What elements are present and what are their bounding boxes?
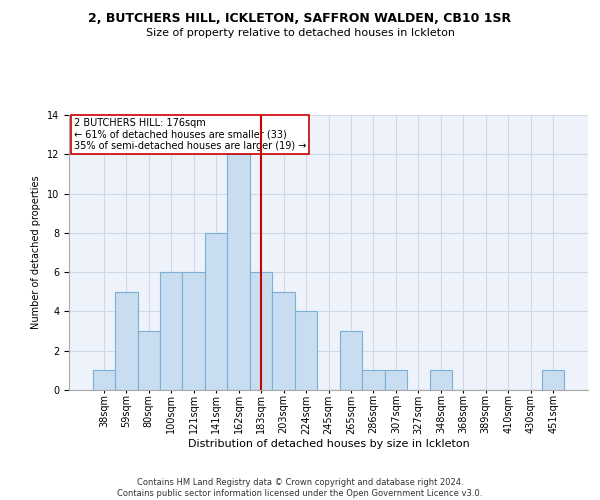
Y-axis label: Number of detached properties: Number of detached properties: [31, 176, 41, 330]
Bar: [362, 370, 385, 390]
Bar: [250, 272, 272, 390]
Bar: [227, 154, 250, 390]
Bar: [430, 370, 452, 390]
Bar: [385, 370, 407, 390]
Bar: [160, 272, 182, 390]
Bar: [205, 233, 227, 390]
Text: Size of property relative to detached houses in Ickleton: Size of property relative to detached ho…: [146, 28, 455, 38]
Bar: [115, 292, 137, 390]
Bar: [137, 331, 160, 390]
Bar: [272, 292, 295, 390]
X-axis label: Distribution of detached houses by size in Ickleton: Distribution of detached houses by size …: [188, 439, 469, 449]
Bar: [92, 370, 115, 390]
Text: 2, BUTCHERS HILL, ICKLETON, SAFFRON WALDEN, CB10 1SR: 2, BUTCHERS HILL, ICKLETON, SAFFRON WALD…: [88, 12, 512, 26]
Bar: [340, 331, 362, 390]
Text: 2 BUTCHERS HILL: 176sqm
← 61% of detached houses are smaller (33)
35% of semi-de: 2 BUTCHERS HILL: 176sqm ← 61% of detache…: [74, 118, 307, 151]
Text: Contains HM Land Registry data © Crown copyright and database right 2024.
Contai: Contains HM Land Registry data © Crown c…: [118, 478, 482, 498]
Bar: [182, 272, 205, 390]
Bar: [542, 370, 565, 390]
Bar: [295, 312, 317, 390]
